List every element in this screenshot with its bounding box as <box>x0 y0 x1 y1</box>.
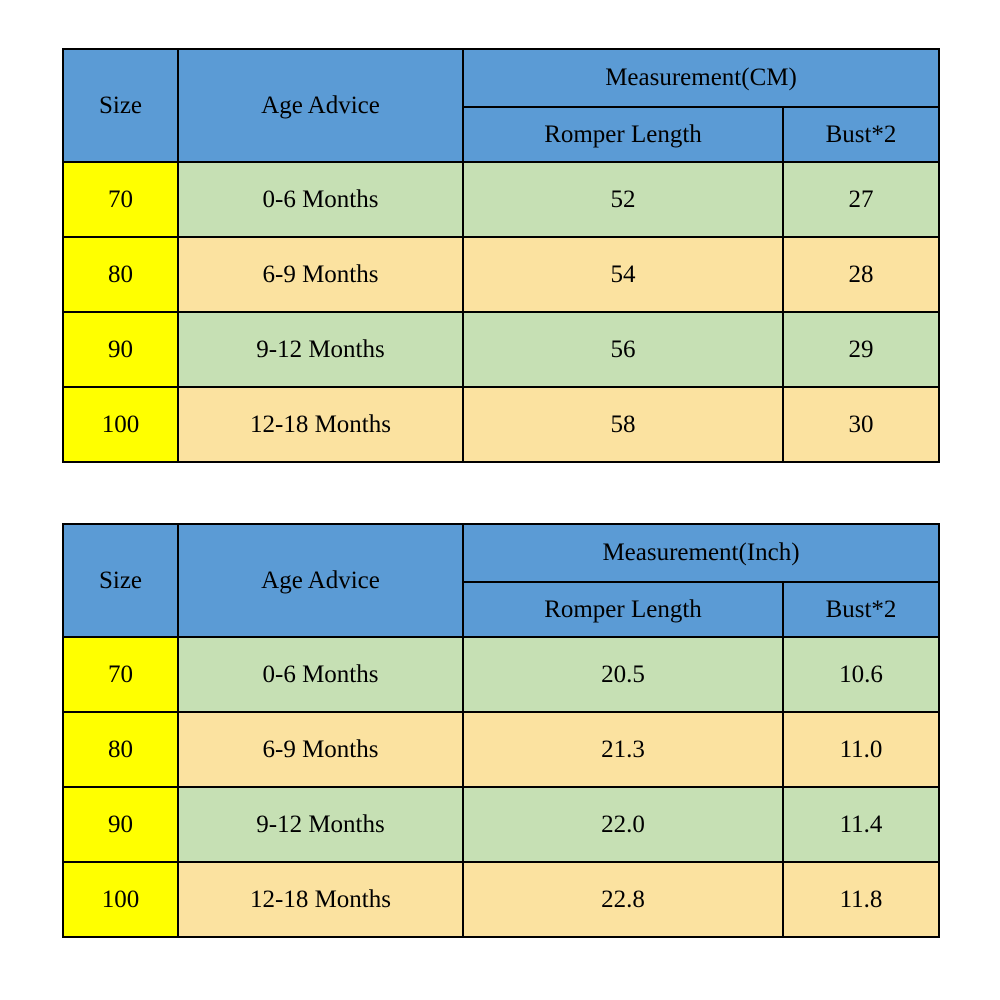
romper-length-cell: 56 <box>462 311 784 388</box>
table-row: 90 9-12 Months 56 29 <box>62 311 940 388</box>
age-advice-cell: 12-18 Months <box>177 386 464 463</box>
header-age-advice-cell: Age Advice <box>177 48 464 163</box>
table-row: 80 6-9 Months 21.3 11.0 <box>62 711 941 788</box>
bust-cell: 29 <box>782 311 940 388</box>
romper-length-cell: 21.3 <box>462 711 784 788</box>
size-value-cell: 90 <box>62 311 179 388</box>
romper-length-cell: 22.8 <box>462 861 784 938</box>
romper-length-cell: 52 <box>462 161 784 238</box>
table-row: 70 0-6 Months 52 27 <box>62 161 940 238</box>
bust-cell: 27 <box>782 161 940 238</box>
size-value-cell: 80 <box>62 236 179 313</box>
age-advice-cell: 0-6 Months <box>177 636 464 713</box>
size-value-cell: 70 <box>62 636 179 713</box>
header-age-advice-cell: Age Advice <box>177 523 464 638</box>
size-chart-table-cm: Size Age Advice Measurement(CM) Romper L… <box>62 48 940 463</box>
header-romper-length-cell: Romper Length <box>462 106 784 163</box>
age-advice-cell: 0-6 Months <box>177 161 464 238</box>
bust-cell: 11.8 <box>781 861 941 938</box>
size-value-cell: 90 <box>62 786 179 863</box>
header-measurement-cell: Measurement(Inch) <box>461 523 941 583</box>
age-advice-cell: 6-9 Months <box>177 236 464 313</box>
header-row-sub: Romper Length Bust*2 <box>63 581 941 638</box>
romper-length-cell: 54 <box>462 236 784 313</box>
table-row: 90 9-12 Months 22.0 11.4 <box>62 786 941 863</box>
age-advice-cell: 9-12 Months <box>177 311 464 388</box>
age-advice-cell: 6-9 Months <box>177 711 464 788</box>
romper-length-cell: 22.0 <box>462 786 784 863</box>
header-row-top: Size Age Advice Measurement(Inch) <box>62 523 941 638</box>
header-row-sub: Romper Length Bust*2 <box>63 106 940 163</box>
size-value-cell: 80 <box>62 711 179 788</box>
bust-cell: 30 <box>782 386 940 463</box>
header-size-cell: Size <box>62 523 179 638</box>
size-value-cell: 70 <box>62 161 179 238</box>
header-measurement-cell: Measurement(CM) <box>462 48 940 108</box>
table-row: 100 12-18 Months 58 30 <box>62 386 940 463</box>
bust-cell: 11.4 <box>781 786 941 863</box>
size-value-cell: 100 <box>62 861 179 938</box>
header-size-cell: Size <box>62 48 179 163</box>
bust-cell: 28 <box>782 236 940 313</box>
bust-cell: 10.6 <box>781 636 941 713</box>
table-row: 70 0-6 Months 20.5 10.6 <box>62 636 941 713</box>
header-bust-cell: Bust*2 <box>782 106 940 163</box>
size-chart-table-inch: Size Age Advice Measurement(Inch) Romper… <box>62 523 941 938</box>
romper-length-cell: 20.5 <box>462 636 784 713</box>
bust-cell: 11.0 <box>781 711 941 788</box>
age-advice-cell: 9-12 Months <box>177 786 464 863</box>
table-row: 100 12-18 Months 22.8 11.8 <box>62 861 941 938</box>
header-bust-cell: Bust*2 <box>781 581 941 638</box>
header-row-top: Size Age Advice Measurement(CM) <box>62 48 940 163</box>
size-value-cell: 100 <box>62 386 179 463</box>
header-romper-length-cell: Romper Length <box>462 581 784 638</box>
romper-length-cell: 58 <box>462 386 784 463</box>
age-advice-cell: 12-18 Months <box>177 861 464 938</box>
table-row: 80 6-9 Months 54 28 <box>62 236 940 313</box>
